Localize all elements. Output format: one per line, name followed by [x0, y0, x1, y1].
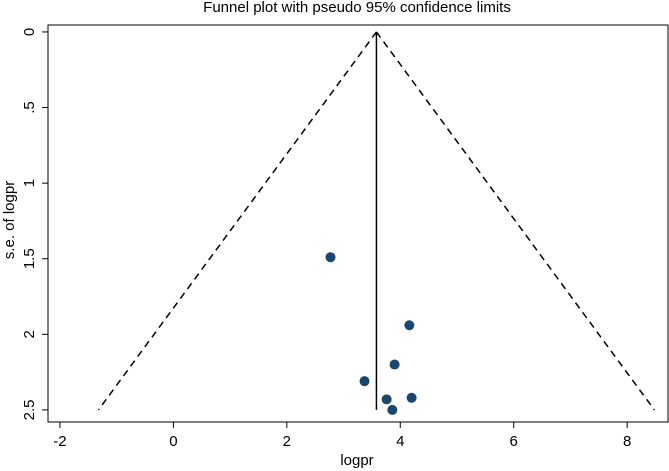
- point: [359, 376, 370, 387]
- confidence-limit: [97, 31, 378, 411]
- y-tick-label: 2.5: [21, 399, 38, 420]
- chart-title: Funnel plot with pseudo 95% confidence l…: [203, 0, 511, 16]
- y-tick-label: .5: [21, 101, 38, 114]
- x-tick-label: 2: [283, 433, 291, 450]
- confidence-limit: [375, 31, 655, 411]
- y-axis-label: s.e. of logpr: [1, 181, 18, 259]
- x-tick-label: 8: [623, 433, 631, 450]
- x-axis-label: logpr: [340, 452, 373, 469]
- y-tick-label: 2: [21, 330, 38, 338]
- y-tick-label: 1: [21, 179, 38, 187]
- y-tick-label: 0: [21, 28, 38, 36]
- point: [404, 320, 415, 331]
- x-tick-label: 0: [169, 433, 177, 450]
- point: [387, 404, 398, 415]
- plot-frame: [47, 24, 669, 423]
- x-tick-label: 6: [510, 433, 518, 450]
- point: [389, 359, 400, 370]
- x-tick-label: -2: [53, 433, 66, 450]
- y-tick-label: 1.5: [21, 248, 38, 269]
- x-tick-label: 4: [396, 433, 404, 450]
- point: [325, 252, 336, 263]
- point: [406, 392, 417, 403]
- point: [381, 394, 392, 405]
